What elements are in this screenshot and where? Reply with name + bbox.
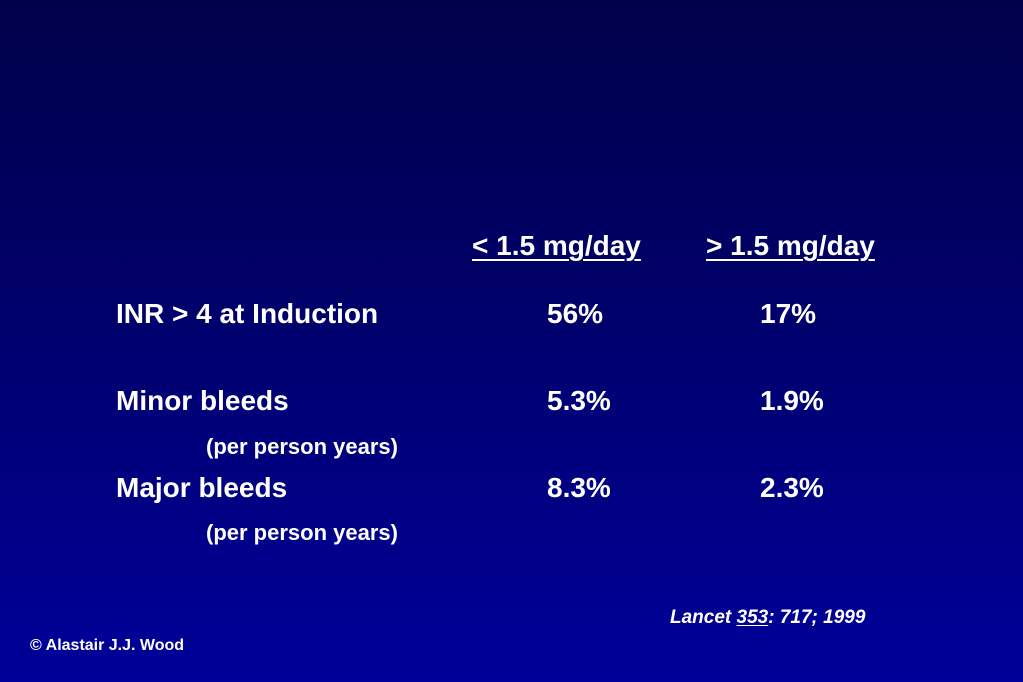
cell-minor-bleeds-high-dose: 1.9%: [760, 385, 824, 416]
row-label-inr: INR > 4 at Induction: [116, 298, 379, 329]
copyright-notice: © Alastair J.J. Wood: [30, 637, 185, 654]
citation-journal: Lancet: [670, 607, 732, 628]
row-label-major-bleeds: Major bleeds: [116, 472, 288, 503]
citation-volume: 353: [736, 607, 769, 628]
cell-major-bleeds-low-dose: 8.3%: [547, 472, 611, 503]
cell-minor-bleeds-low-dose: 5.3%: [547, 385, 611, 416]
column-header-low-dose: < 1.5 mg/day: [472, 230, 641, 261]
cell-inr-high-dose: 17%: [760, 298, 817, 329]
row-label-minor-bleeds: Minor bleeds: [116, 385, 289, 416]
citation: Lancet 353: 717; 1999: [670, 608, 865, 627]
column-header-high-dose: > 1.5 mg/day: [706, 230, 875, 261]
citation-pages-year: : 717; 1999: [768, 607, 866, 628]
cell-major-bleeds-high-dose: 2.3%: [760, 472, 824, 503]
row-sublabel-major-bleeds: (per person years): [206, 520, 398, 545]
row-sublabel-minor-bleeds: (per person years): [206, 434, 398, 459]
cell-inr-low-dose: 56%: [547, 298, 604, 329]
